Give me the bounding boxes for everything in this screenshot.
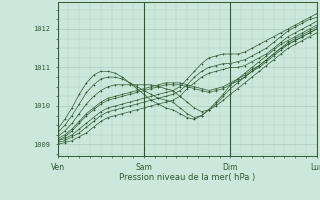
X-axis label: Pression niveau de la mer( hPa ): Pression niveau de la mer( hPa ) <box>119 173 255 182</box>
